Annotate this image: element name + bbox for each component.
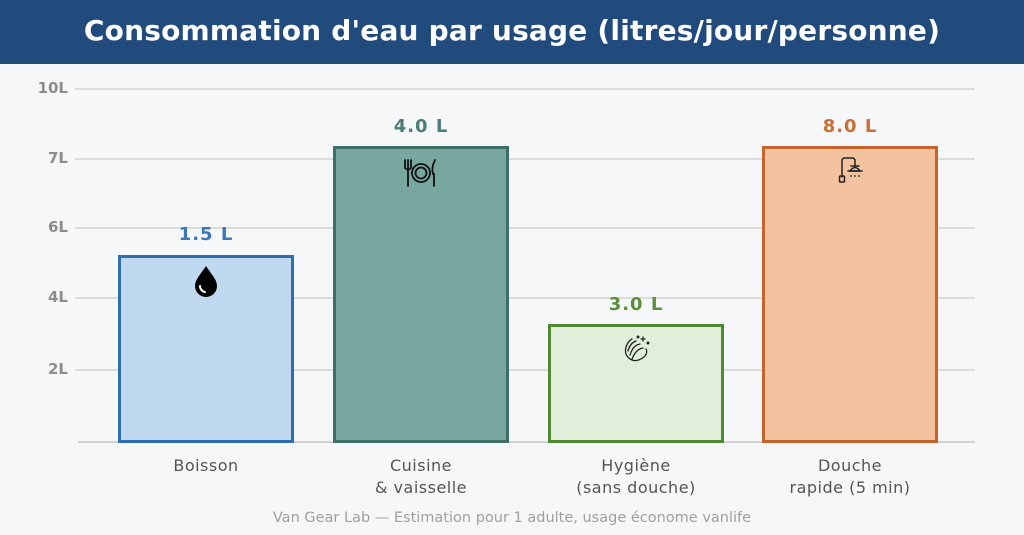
x-label-line1: Hygiène [601,456,671,475]
gridline-2 [75,369,975,371]
water-drop-icon [195,266,217,297]
shower-icon [838,157,863,183]
x-label-boisson: Boisson [106,455,306,477]
chart-title: Consommation d'eau par usage (litres/jou… [83,13,941,47]
chart-header: Consommation d'eau par usage (litres/jou… [0,0,1024,64]
x-axis-baseline [78,441,975,443]
bar-cuisine [333,146,509,443]
x-label-hygiene: Hygiène (sans douche) [536,455,736,499]
gridline-10 [75,88,975,90]
x-label-douche: Douche rapide (5 min) [750,455,950,499]
y-tick-label: 10L [37,79,68,97]
value-label-douche: 8.0 L [822,116,878,137]
x-label-line1: Cuisine [389,456,453,475]
gridline-7 [75,158,975,160]
x-label-line2: rapide (5 min) [789,478,911,497]
x-label-line1: Boisson [173,456,239,475]
x-label-line2: (sans douche) [576,478,696,497]
value-label-cuisine: 4.0 L [393,116,449,137]
y-tick-label: 6L [48,218,68,236]
x-label-line1: Douche [817,456,883,475]
gridline-4 [75,297,975,299]
y-tick-label: 7L [48,149,68,167]
washing-hands-icon [624,335,650,362]
plate-fork-knife-icon [404,159,436,187]
bar-douche [762,146,938,443]
y-tick-label: 2L [48,360,68,378]
value-label-hygiene: 3.0 L [608,294,664,315]
x-label-line2: & vaisselle [374,478,468,497]
bar-boisson [118,255,294,443]
plot-area: 10L 7L 6L 4L 2L 1.5 L 4.0 L 3.0 L [0,64,1024,535]
gridline-6 [75,227,975,229]
x-label-cuisine: Cuisine & vaisselle [321,455,521,499]
bar-hygiene [548,324,724,443]
value-label-boisson: 1.5 L [178,224,234,245]
y-tick-label: 4L [48,288,68,306]
chart-footnote: Van Gear Lab — Estimation pour 1 adulte,… [272,510,752,526]
